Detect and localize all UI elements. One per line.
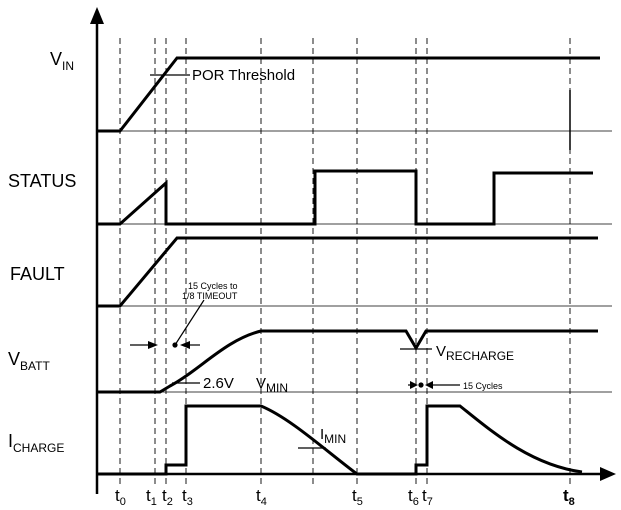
annotation-labels: POR Threshold 15 Cycles to 1/8 TIMEOUT 2…: [182, 67, 514, 446]
status-waveform: [97, 169, 593, 226]
icharge-waveform: [97, 404, 583, 476]
vrecharge-label: VRECHARGE: [436, 343, 514, 363]
timeout-label-line1: 15 Cycles to: [188, 281, 238, 291]
fault-waveform: [97, 236, 598, 308]
cycles-dot: [418, 382, 424, 388]
y-axis-arrow: [90, 7, 104, 24]
t8-label: t8: [563, 486, 575, 508]
cycles-arrow-left-head: [410, 381, 418, 389]
t5-label: t5: [352, 486, 363, 508]
t7-label: t7: [422, 486, 433, 508]
voltage-2v6-label: 2.6V: [203, 375, 234, 392]
t6-label: t6: [408, 486, 419, 508]
t0-label: t0: [115, 486, 126, 508]
icharge-label: ICHARGE: [8, 431, 64, 455]
t4-label: t4: [256, 486, 267, 508]
t1-label: t1: [146, 486, 157, 508]
timeout-arrow-right-head: [180, 341, 190, 349]
axes: [90, 7, 616, 494]
cycles-15-label: 15 Cycles: [463, 381, 503, 391]
vmin-label: VMIN: [256, 375, 288, 395]
vbatt-label: VBATT: [8, 349, 50, 373]
status-label: STATUS: [8, 171, 76, 191]
annotation-marks: [130, 74, 460, 449]
signal-labels: VIN STATUS FAULT VBATT ICHARGE: [8, 49, 76, 455]
timeout-pointer: [174, 299, 205, 346]
fault-label: FAULT: [10, 264, 65, 284]
vin-label: VIN: [50, 49, 74, 73]
x-axis-arrow: [600, 467, 616, 481]
t2-label: t2: [162, 486, 173, 508]
por-threshold-label: POR Threshold: [192, 67, 295, 84]
timeout-label-line2: 1/8 TIMEOUT: [182, 291, 238, 301]
waveforms: [97, 56, 600, 476]
vbatt-waveform: [97, 329, 598, 394]
cycles-arrow-right-head: [425, 381, 433, 389]
vin-waveform: [97, 56, 600, 133]
t3-label: t3: [182, 486, 193, 508]
imin-label: IMIN: [320, 426, 346, 446]
timeout-arrow-left-head: [148, 341, 158, 349]
time-tick-labels: t0 t1 t2 t3 t4 t5 t6 t7 t8: [115, 486, 575, 508]
